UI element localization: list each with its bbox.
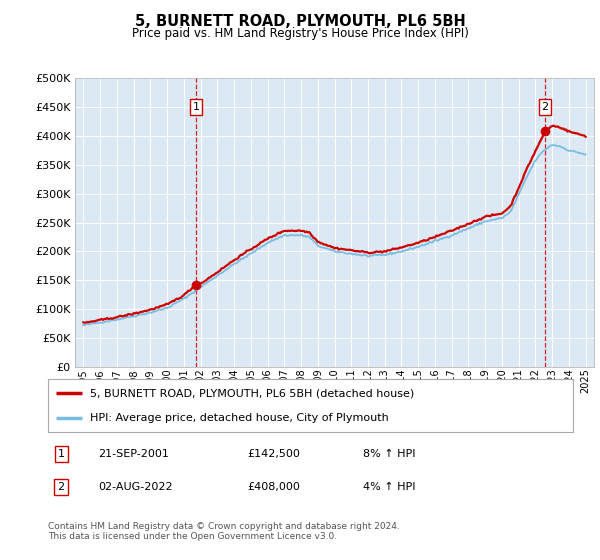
Text: 1: 1 <box>58 449 65 459</box>
Text: £408,000: £408,000 <box>248 482 301 492</box>
Text: Price paid vs. HM Land Registry's House Price Index (HPI): Price paid vs. HM Land Registry's House … <box>131 27 469 40</box>
Text: 2: 2 <box>58 482 65 492</box>
Text: £142,500: £142,500 <box>248 449 301 459</box>
Text: 1: 1 <box>193 102 199 112</box>
Text: 5, BURNETT ROAD, PLYMOUTH, PL6 5BH: 5, BURNETT ROAD, PLYMOUTH, PL6 5BH <box>134 14 466 29</box>
Text: HPI: Average price, detached house, City of Plymouth: HPI: Average price, detached house, City… <box>90 413 389 423</box>
Text: 2: 2 <box>542 102 548 112</box>
Text: 4% ↑ HPI: 4% ↑ HPI <box>363 482 415 492</box>
Text: Contains HM Land Registry data © Crown copyright and database right 2024.
This d: Contains HM Land Registry data © Crown c… <box>48 522 400 542</box>
Text: 02-AUG-2022: 02-AUG-2022 <box>98 482 173 492</box>
Text: 5, BURNETT ROAD, PLYMOUTH, PL6 5BH (detached house): 5, BURNETT ROAD, PLYMOUTH, PL6 5BH (deta… <box>90 388 414 398</box>
Text: 8% ↑ HPI: 8% ↑ HPI <box>363 449 415 459</box>
Text: 21-SEP-2001: 21-SEP-2001 <box>98 449 169 459</box>
